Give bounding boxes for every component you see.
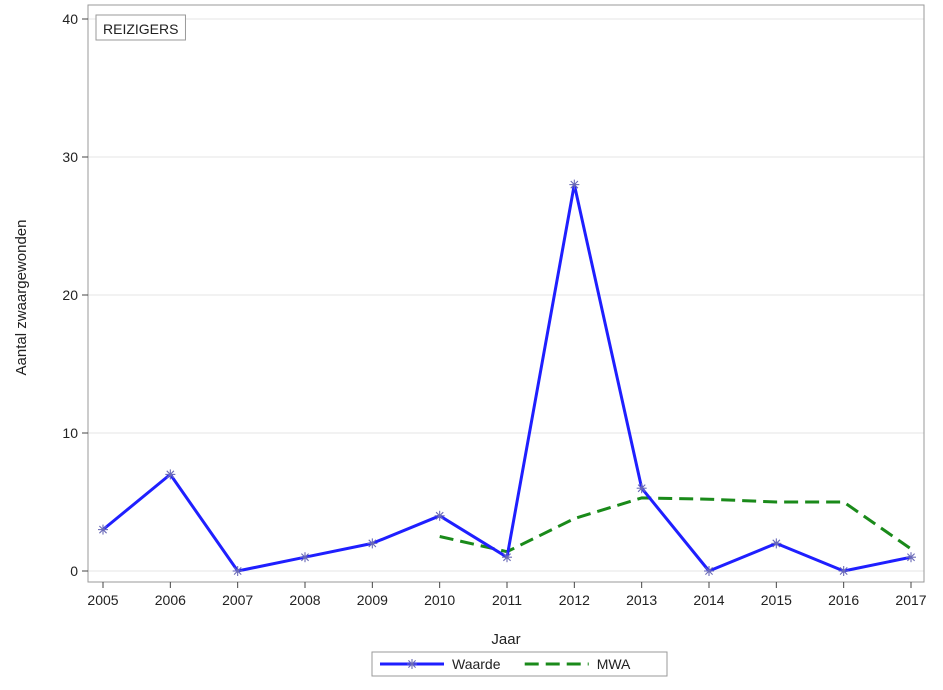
data-point-waarde-2016: [838, 566, 849, 576]
legend-label-mwa: MWA: [597, 656, 631, 672]
gridlines: [88, 18, 924, 572]
y-tick-label: 0: [70, 563, 78, 579]
x-tick-label: 2007: [222, 592, 253, 608]
legend-label-waarde: Waarde: [452, 656, 501, 672]
data-point-waarde-2011: [502, 552, 512, 563]
x-tick-label: 2015: [761, 592, 792, 608]
x-axis: 2005 2006 2007 2008 2009 2010 2011 2012 2013 2014…: [87, 582, 927, 608]
plot-frame: [87, 4, 925, 583]
x-axis-label: Jaar: [491, 631, 520, 648]
x-tick-label: 2008: [289, 592, 320, 608]
x-tick-label: 2012: [559, 592, 590, 608]
x-tick-label: 2014: [693, 592, 724, 608]
data-point-waarde-2008: [300, 552, 310, 563]
inset-label: REIZIGERS: [103, 21, 178, 37]
data-point-waarde-2009: [367, 538, 378, 549]
legend-item-waarde: Waarde: [380, 656, 501, 672]
series-layer: [98, 179, 916, 576]
series-line-mwa: [439, 496, 912, 554]
y-tick-label: 10: [62, 425, 78, 441]
data-point-waarde-2012: [569, 179, 580, 190]
y-tick-label: 40: [62, 11, 78, 27]
data-point-waarde-2005: [98, 524, 108, 535]
data-point-waarde-2015: [771, 538, 782, 549]
data-point-waarde-2006: [165, 469, 176, 480]
data-point-waarde-2017: [906, 552, 916, 563]
y-axis: 0 10 20 30 40: [62, 11, 88, 579]
legend-item-mwa: MWA: [524, 656, 631, 672]
x-tick-label: 2016: [828, 592, 859, 608]
data-point-waarde-2010: [434, 510, 445, 521]
x-tick-label: 2005: [87, 592, 118, 608]
legend-marker-waarde: [407, 659, 417, 669]
x-tick-label: 2006: [155, 592, 186, 608]
data-point-waarde-2007: [232, 566, 243, 576]
y-tick-label: 30: [62, 149, 78, 165]
series-line-waarde: [102, 183, 912, 573]
series-mwa: [439, 496, 912, 554]
x-tick-label: 2010: [424, 592, 455, 608]
x-tick-label: 2013: [626, 592, 657, 608]
data-point-waarde-2014: [704, 566, 714, 576]
legend: Waarde MWA: [371, 651, 668, 677]
x-tick-label: 2009: [357, 592, 388, 608]
x-tick-label: 2011: [492, 592, 522, 608]
data-point-waarde-2013: [636, 483, 647, 494]
y-axis-label: Aantal zwaargewonden: [13, 220, 30, 376]
y-tick-label: 20: [62, 287, 78, 303]
series-waarde: [98, 179, 916, 576]
x-tick-label: 2017: [895, 592, 926, 608]
legend-box: [371, 651, 668, 677]
inset-label-box: REIZIGERS: [95, 14, 186, 41]
